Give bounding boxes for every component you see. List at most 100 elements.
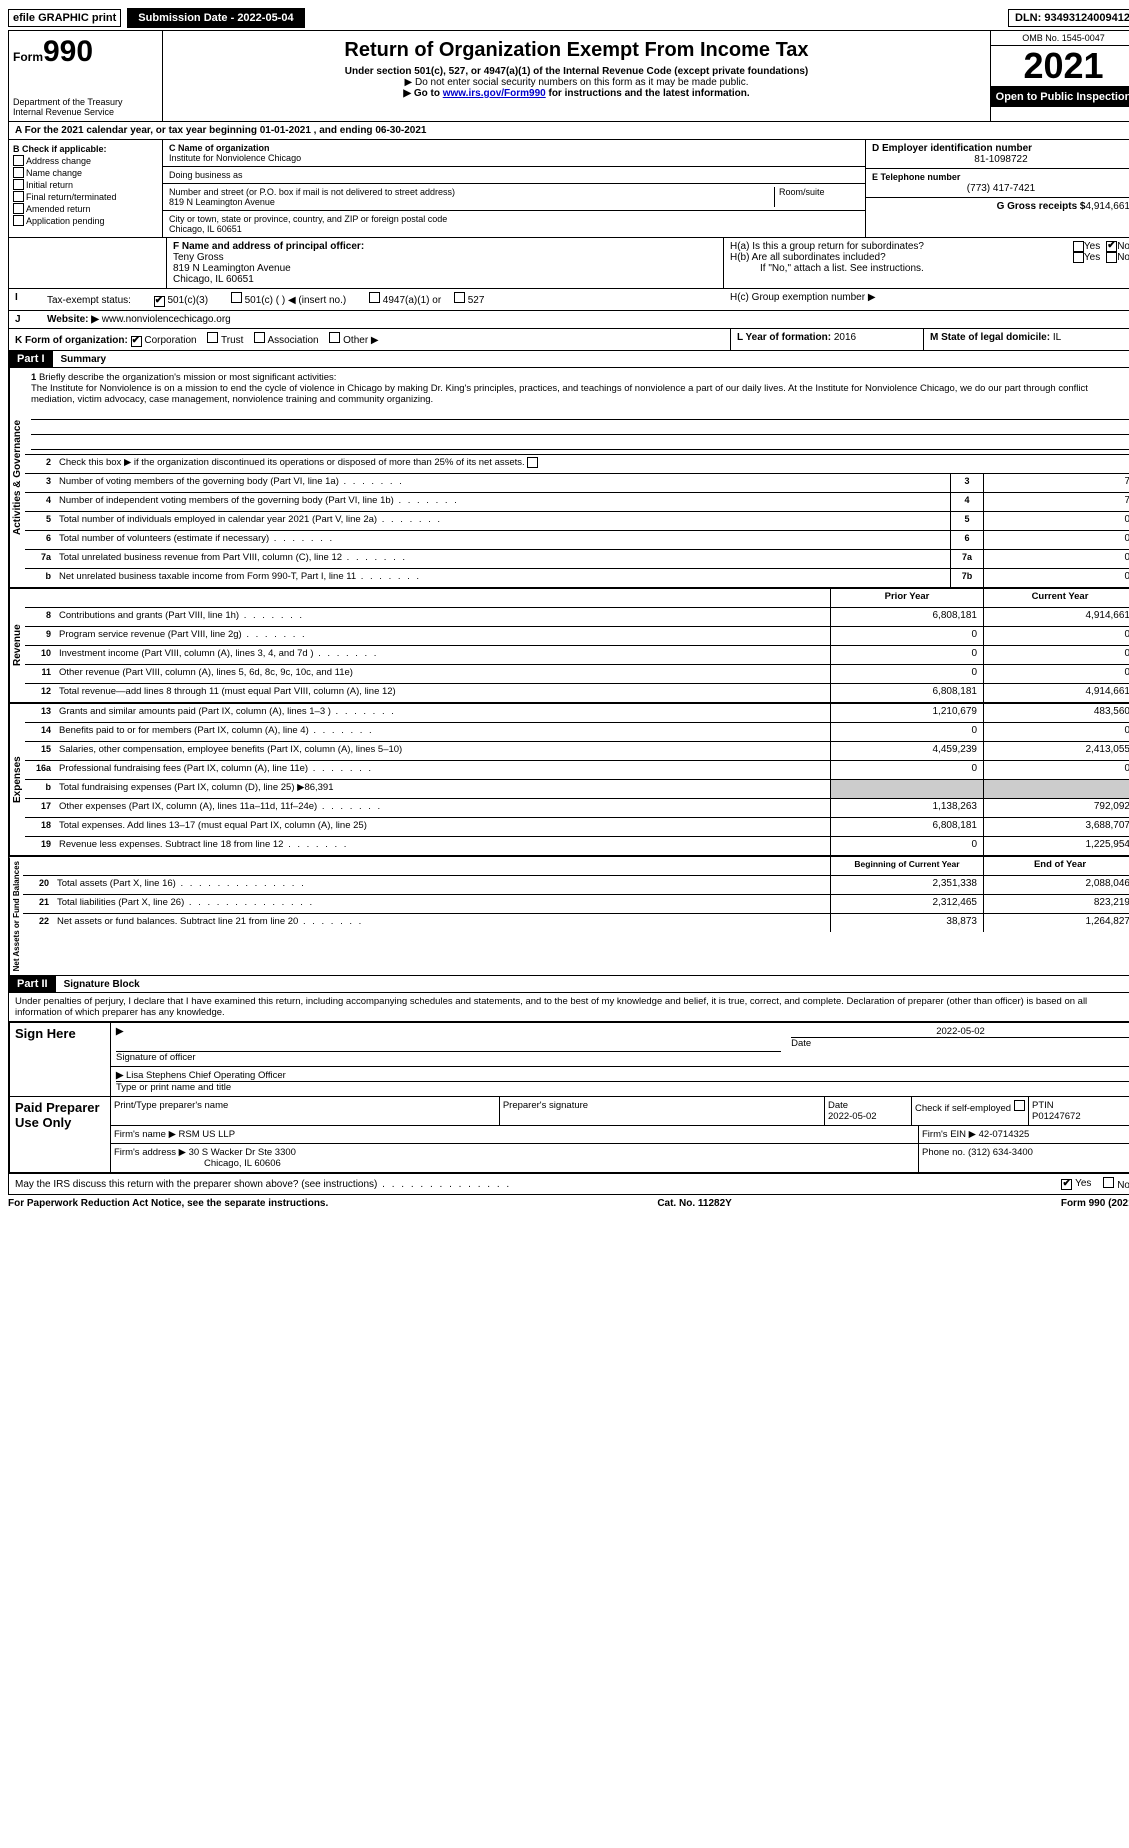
dept-label: Department of the Treasury <box>13 97 158 107</box>
chk-application-pending[interactable]: Application pending <box>13 215 158 226</box>
chk-assoc[interactable] <box>254 332 265 343</box>
v4: 7 <box>983 493 1129 511</box>
form-number: Form990 <box>13 35 158 69</box>
chk-4947[interactable] <box>369 292 380 303</box>
chk-amended-return[interactable]: Amended return <box>13 203 158 214</box>
chk-501c[interactable] <box>231 292 242 303</box>
v5: 0 <box>983 512 1129 530</box>
footer-left: For Paperwork Reduction Act Notice, see … <box>8 1198 328 1209</box>
discuss-yes-label: Yes <box>1075 1178 1091 1189</box>
form-header: Form990 Department of the Treasury Inter… <box>9 31 1129 122</box>
i-label: Tax-exempt status: <box>47 295 131 306</box>
chk-final-label: Final return/terminated <box>26 192 117 202</box>
chk-name-change[interactable]: Name change <box>13 167 158 178</box>
discuss-yes[interactable] <box>1061 1179 1072 1190</box>
form-990-num: 990 <box>43 35 93 68</box>
hb-yes-label: Yes <box>1084 252 1100 263</box>
chk-527[interactable] <box>454 292 465 303</box>
l-527: 527 <box>468 295 485 306</box>
goto-pre: ▶ Go to <box>403 88 442 99</box>
v7b: 0 <box>983 569 1129 587</box>
discuss-label: May the IRS discuss this return with the… <box>15 1179 511 1190</box>
paid-prep-label: Paid Preparer Use Only <box>10 1097 111 1173</box>
room-label: Room/suite <box>779 187 825 197</box>
p14: 0 <box>830 723 983 741</box>
l13-text: Grants and similar amounts paid (Part IX… <box>55 704 830 722</box>
l-4947: 4947(a)(1) or <box>383 295 441 306</box>
chk-trust[interactable] <box>207 332 218 343</box>
l7a-text: Total unrelated business revenue from Pa… <box>55 550 950 568</box>
row-fh: F Name and address of principal officer:… <box>9 238 1129 289</box>
e-cell: E Telephone number (773) 417-7421 <box>866 169 1129 198</box>
form-subtitle: Under section 501(c), 527, or 4947(a)(1)… <box>167 66 986 77</box>
ha-label: H(a) Is this a group return for subordin… <box>730 241 1073 252</box>
row-i: I Tax-exempt status: 501(c)(3) 501(c) ( … <box>9 289 1129 311</box>
chk-l2[interactable] <box>527 457 538 468</box>
chk-other[interactable] <box>329 332 340 343</box>
goto-note: ▶ Go to www.irs.gov/Form990 for instruct… <box>167 88 986 99</box>
firm-addr-label: Firm's address ▶ <box>114 1147 186 1158</box>
part2-header: Part II <box>9 976 56 992</box>
hdr-begin: Beginning of Current Year <box>830 857 983 875</box>
l-trust: Trust <box>221 335 243 346</box>
side-governance: Activities & Governance <box>9 368 25 587</box>
chk-initial-return[interactable]: Initial return <box>13 179 158 190</box>
l-501c3: 501(c)(3) <box>167 295 208 306</box>
discuss-no[interactable] <box>1103 1177 1114 1188</box>
c-name-cell: C Name of organization Institute for Non… <box>163 140 865 167</box>
hb-no[interactable] <box>1106 252 1117 263</box>
city-label: City or town, state or province, country… <box>169 214 447 224</box>
l9-text: Program service revenue (Part VIII, line… <box>55 627 830 645</box>
c21: 823,219 <box>983 895 1129 913</box>
chk-final-return[interactable]: Final return/terminated <box>13 191 158 202</box>
p10: 0 <box>830 646 983 664</box>
c16b-gray <box>983 780 1129 798</box>
website-val: www.nonviolencechicago.org <box>102 314 231 325</box>
chk-address-change[interactable]: Address change <box>13 155 158 166</box>
hb-no-label: No <box>1117 252 1129 263</box>
submission-date-button[interactable]: Submission Date - 2022-05-04 <box>127 8 304 28</box>
form-prefix: Form <box>13 50 43 64</box>
chk-self-employed[interactable] <box>1014 1100 1025 1111</box>
officer-name-title: Lisa Stephens Chief Operating Officer <box>126 1070 286 1081</box>
irs-link[interactable]: www.irs.gov/Form990 <box>443 88 546 99</box>
f-cell: F Name and address of principal officer:… <box>167 238 724 288</box>
p18: 6,808,181 <box>830 818 983 836</box>
page-footer: For Paperwork Reduction Act Notice, see … <box>8 1195 1129 1209</box>
part2-row: Part II Signature Block <box>9 975 1129 993</box>
row-klm: K Form of organization: Corporation Trus… <box>9 329 1129 350</box>
l-corp: Corporation <box>144 335 196 346</box>
l15-text: Salaries, other compensation, employee b… <box>55 742 830 760</box>
discuss-row: May the IRS discuss this return with the… <box>9 1173 1129 1194</box>
prep-date-val: 2022-05-02 <box>828 1111 877 1122</box>
c22: 1,264,827 <box>983 914 1129 932</box>
dln-label: DLN: 93493124009412 <box>1008 9 1129 27</box>
l21-text: Total liabilities (Part X, line 26) <box>53 895 830 913</box>
p17: 1,138,263 <box>830 799 983 817</box>
section-netassets: Net Assets or Fund Balances Beginning of… <box>9 855 1129 975</box>
chk-corp[interactable] <box>131 336 142 347</box>
p21: 2,312,465 <box>830 895 983 913</box>
j-label: Website: ▶ <box>47 314 99 325</box>
hb-yes[interactable] <box>1073 252 1084 263</box>
p8: 6,808,181 <box>830 608 983 626</box>
ha-no[interactable] <box>1106 241 1117 252</box>
form-title: Return of Organization Exempt From Incom… <box>167 39 986 62</box>
part1-row: Part I Summary <box>9 350 1129 368</box>
part1-title: Summary <box>53 354 107 365</box>
chk-501c3[interactable] <box>154 296 165 307</box>
side-revenue: Revenue <box>9 589 25 702</box>
city-val: Chicago, IL 60651 <box>169 224 242 234</box>
hc-label: H(c) Group exemption number ▶ <box>724 289 1129 310</box>
row-a: A For the 2021 calendar year, or tax yea… <box>9 122 1129 140</box>
sign-here-label: Sign Here <box>10 1023 111 1097</box>
ha-no-label: No <box>1117 241 1129 252</box>
section-governance: Activities & Governance 1 Briefly descri… <box>9 368 1129 587</box>
c20: 2,088,046 <box>983 876 1129 894</box>
p12: 6,808,181 <box>830 684 983 702</box>
side-netassets: Net Assets or Fund Balances <box>9 857 23 975</box>
ha-yes[interactable] <box>1073 241 1084 252</box>
ein-val: 81-1098722 <box>872 154 1129 165</box>
ssn-note: ▶ Do not enter social security numbers o… <box>167 77 986 88</box>
firm-name-val: RSM US LLP <box>179 1129 236 1140</box>
